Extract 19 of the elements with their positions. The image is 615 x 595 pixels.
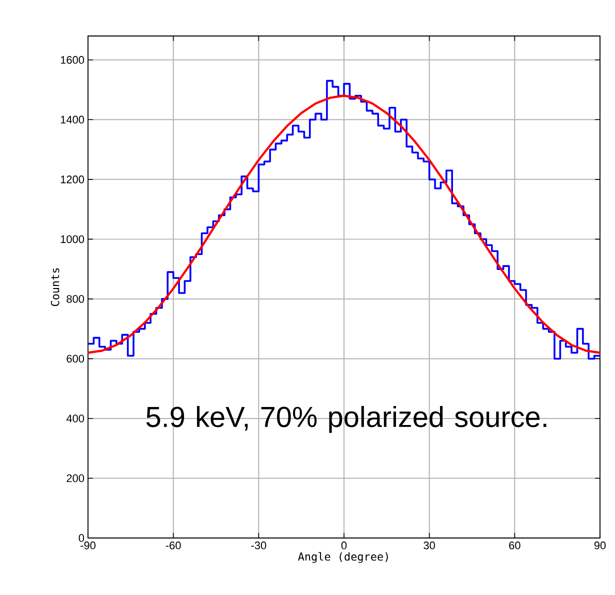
annotation: 5.9 keV, 70% polarized source. [146, 406, 546, 433]
x-axis-title: Angle (degree) [298, 552, 388, 563]
x-tick-label: -60 [166, 542, 181, 550]
y-tick-label: 1400 [60, 116, 84, 124]
y-tick-label: 1000 [60, 235, 84, 244]
y-tick-label: 0 [78, 534, 84, 542]
y-tick-label: 1200 [60, 176, 84, 184]
x-tick-label: 90 [594, 542, 606, 550]
x-tick-label: 30 [424, 542, 435, 550]
x-tick-label: -30 [251, 542, 266, 550]
y-tick-label: 400 [66, 414, 84, 422]
y-axis-title: Counts [50, 268, 60, 306]
y-tick-label: 600 [66, 354, 84, 363]
x-tick-label: 60 [509, 542, 520, 550]
x-tick-label: -90 [80, 542, 96, 550]
y-tick-label: 200 [66, 474, 84, 482]
y-tick-label: 1600 [60, 56, 84, 64]
y-tick-label: 800 [66, 295, 84, 303]
x-tick-label: 0 [341, 542, 347, 550]
